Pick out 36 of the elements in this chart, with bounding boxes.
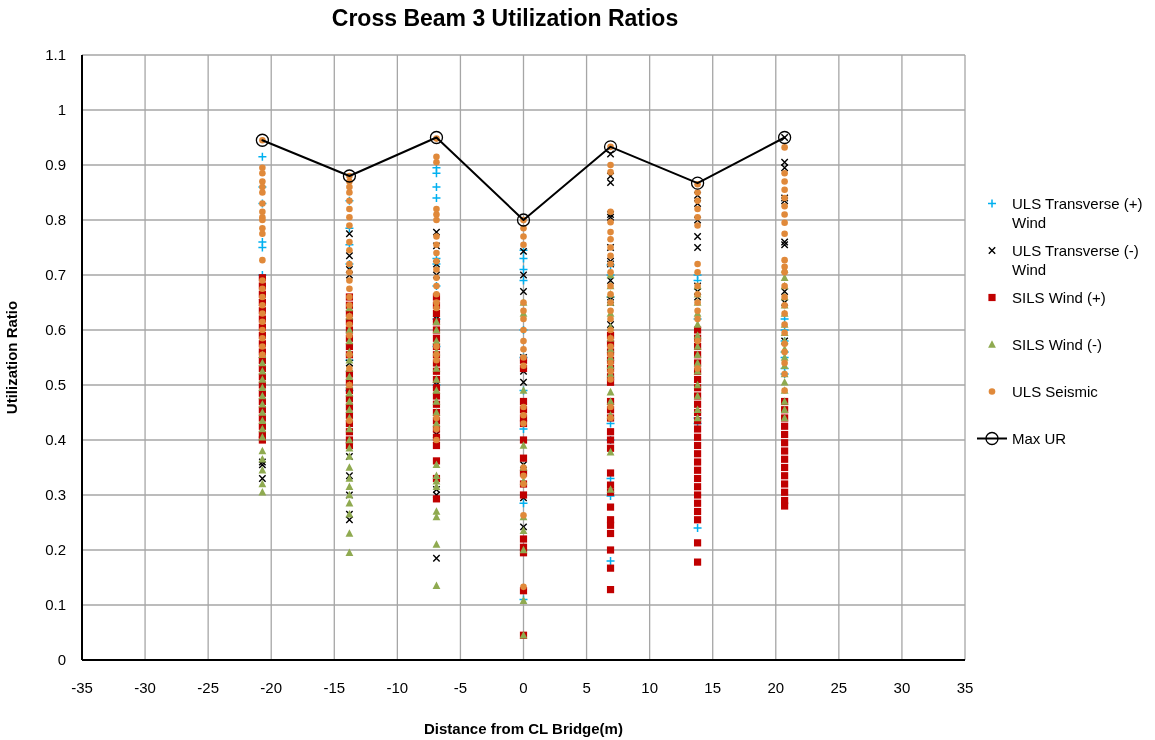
y-tick-label: 1.1: [45, 46, 66, 64]
chart-title: Cross Beam 3 Utilization Ratios: [330, 5, 680, 32]
y-axis-title: Utilization Ratio: [3, 300, 21, 415]
y-tick-label: 0.5: [45, 376, 66, 394]
legend-label: SILS Wind (+): [1012, 288, 1107, 307]
y-tick-label: 1: [57, 101, 66, 119]
x-tick-label: -10: [386, 678, 409, 696]
x-axis-title: Distance from CL Bridge(m): [424, 720, 623, 737]
legend-label: ULS Transverse (-) Wind: [1012, 241, 1140, 279]
x-tick-label: -20: [260, 678, 283, 696]
x-tick-label: -35: [71, 678, 93, 696]
legend-label: SILS Wind (-): [1012, 335, 1103, 354]
x-tick-label: 5: [582, 678, 591, 696]
y-tick-label: 0.6: [45, 321, 66, 339]
y-tick-label: 0.4: [45, 431, 66, 449]
x-tick-label: 20: [767, 678, 785, 696]
y-tick-label: 0.3: [45, 486, 66, 504]
x-tick-label: 10: [641, 678, 658, 696]
x-tick-label: -25: [197, 678, 219, 696]
y-tick-label: 0: [57, 651, 66, 669]
y-tick-label: 0.8: [45, 211, 66, 229]
x-tick-label: 25: [830, 678, 848, 696]
x-tick-label: -5: [453, 678, 468, 696]
y-tick-label: 0.9: [45, 156, 66, 174]
x-tick-label: -30: [134, 678, 156, 696]
x-tick-label: 0: [519, 678, 528, 696]
x-tick-label: -15: [323, 678, 346, 696]
legend-label: ULS Transverse (+) Wind: [1012, 194, 1144, 232]
legend-label: Max UR: [1012, 429, 1068, 448]
legend-label: ULS Seismic: [1012, 382, 1099, 401]
x-tick-label: 15: [704, 678, 722, 696]
x-tick-label: 35: [956, 678, 974, 696]
x-tick-label: 30: [893, 678, 911, 696]
y-tick-label: 0.1: [45, 596, 66, 614]
y-tick-label: 0.7: [45, 266, 66, 284]
y-tick-label: 0.2: [45, 541, 66, 559]
